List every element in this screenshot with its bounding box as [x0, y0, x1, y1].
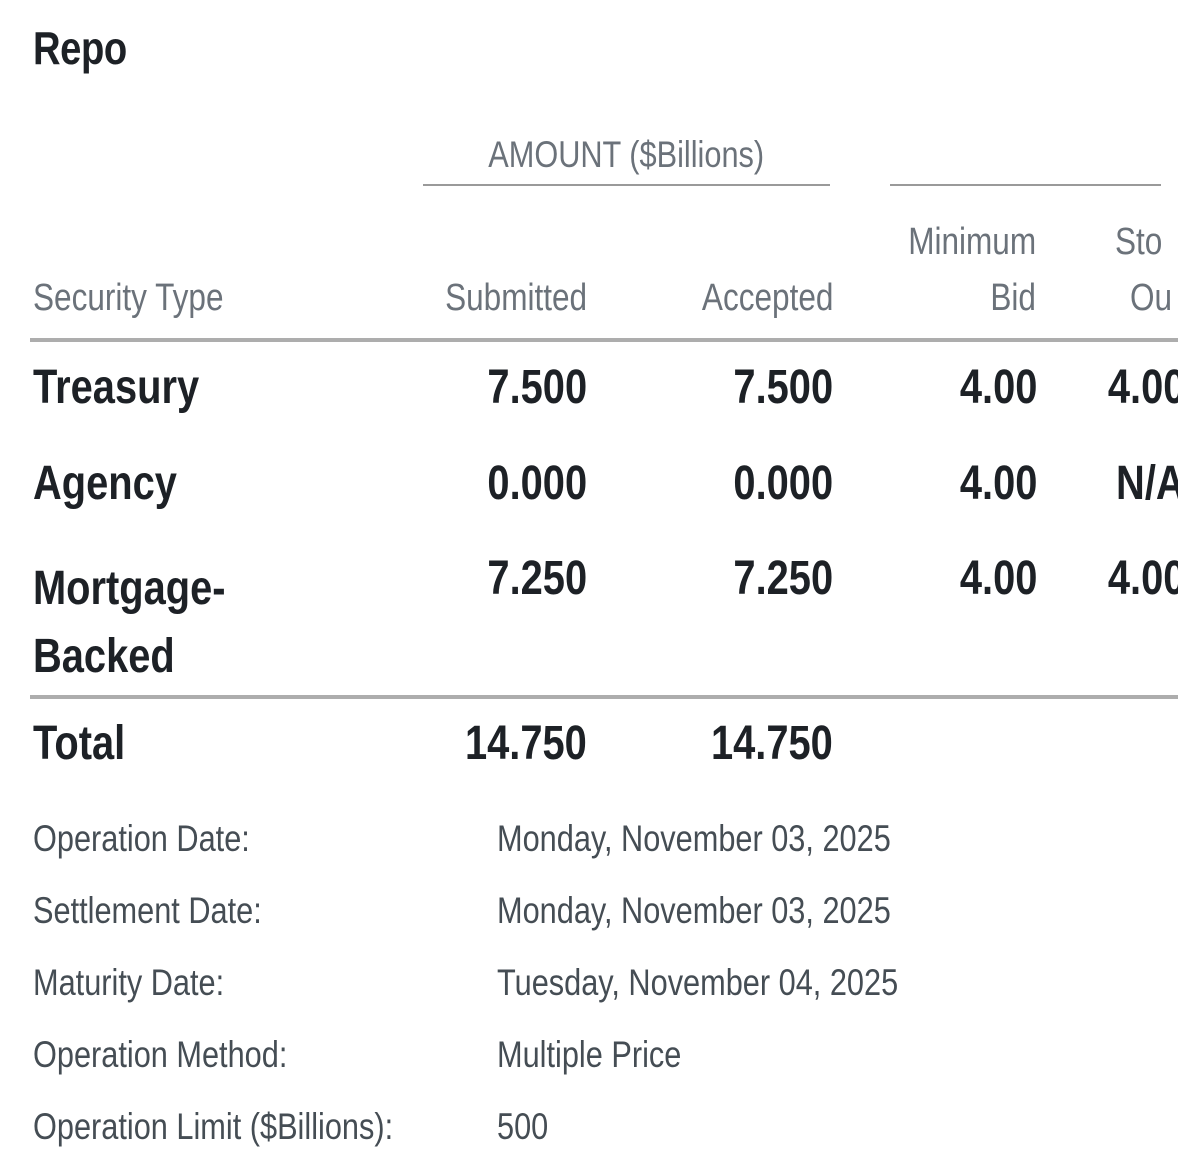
- table-cell-accepted: 7.250: [733, 552, 833, 605]
- table-cell-accepted: 0.000: [733, 457, 833, 510]
- table-header-rule: [30, 338, 1178, 342]
- detail-label-operation-method: Operation Method:: [33, 1034, 288, 1075]
- column-header-stop-out-line2-clipped: Ou: [1130, 277, 1173, 319]
- column-header-minimum-bid-line1: Minimum: [908, 221, 1036, 263]
- table-row-security-type: Agency: [33, 457, 177, 510]
- table-cell-accepted: 7.500: [733, 361, 833, 414]
- table-cell-stop-out-clipped: 4.00: [1107, 361, 1178, 414]
- table-cell-minimum-bid: 4.00: [959, 457, 1037, 510]
- total-submitted: 14.750: [465, 717, 587, 770]
- column-header-accepted: Accepted: [701, 277, 833, 319]
- column-header-stop-out-line1-clipped: Sto: [1115, 221, 1163, 263]
- detail-label-maturity-date: Maturity Date:: [33, 962, 225, 1003]
- detail-label-settlement-date: Settlement Date:: [33, 890, 262, 931]
- detail-value-operation-date: Monday, November 03, 2025: [497, 818, 891, 859]
- column-header-minimum-bid-line2: Bid: [990, 277, 1036, 319]
- table-row-security-type: Treasury: [33, 361, 200, 414]
- detail-value-maturity-date: Tuesday, November 04, 2025: [497, 962, 899, 1003]
- detail-value-settlement-date: Monday, November 03, 2025: [497, 890, 891, 931]
- table-row-security-type: Mortgage-Backed: [33, 562, 226, 683]
- total-row-rule: [30, 695, 1178, 699]
- detail-value-operation-limit: 500: [497, 1106, 549, 1147]
- rate-group-underline: [890, 184, 1161, 186]
- total-label: Total: [33, 717, 126, 770]
- amount-group-underline: [423, 184, 830, 186]
- table-cell-stop-out-clipped: N/A: [1116, 457, 1178, 510]
- column-header-security-type: Security Type: [33, 277, 224, 319]
- detail-label-operation-limit: Operation Limit ($Billions):: [33, 1106, 394, 1147]
- table-cell-minimum-bid: 4.00: [959, 552, 1037, 605]
- table-cell-stop-out-clipped: 4.00: [1107, 552, 1178, 605]
- table-cell-submitted: 7.500: [487, 361, 587, 414]
- detail-value-operation-method: Multiple Price: [497, 1034, 682, 1075]
- amount-group-header: AMOUNT ($Billions): [488, 134, 765, 175]
- table-cell-submitted: 7.250: [487, 552, 587, 605]
- table-cell-submitted: 0.000: [487, 457, 587, 510]
- table-cell-minimum-bid: 4.00: [959, 361, 1037, 414]
- detail-label-operation-date: Operation Date:: [33, 818, 250, 859]
- column-header-submitted: Submitted: [444, 277, 587, 319]
- page-title: Repo: [33, 22, 127, 74]
- total-accepted: 14.750: [711, 717, 833, 770]
